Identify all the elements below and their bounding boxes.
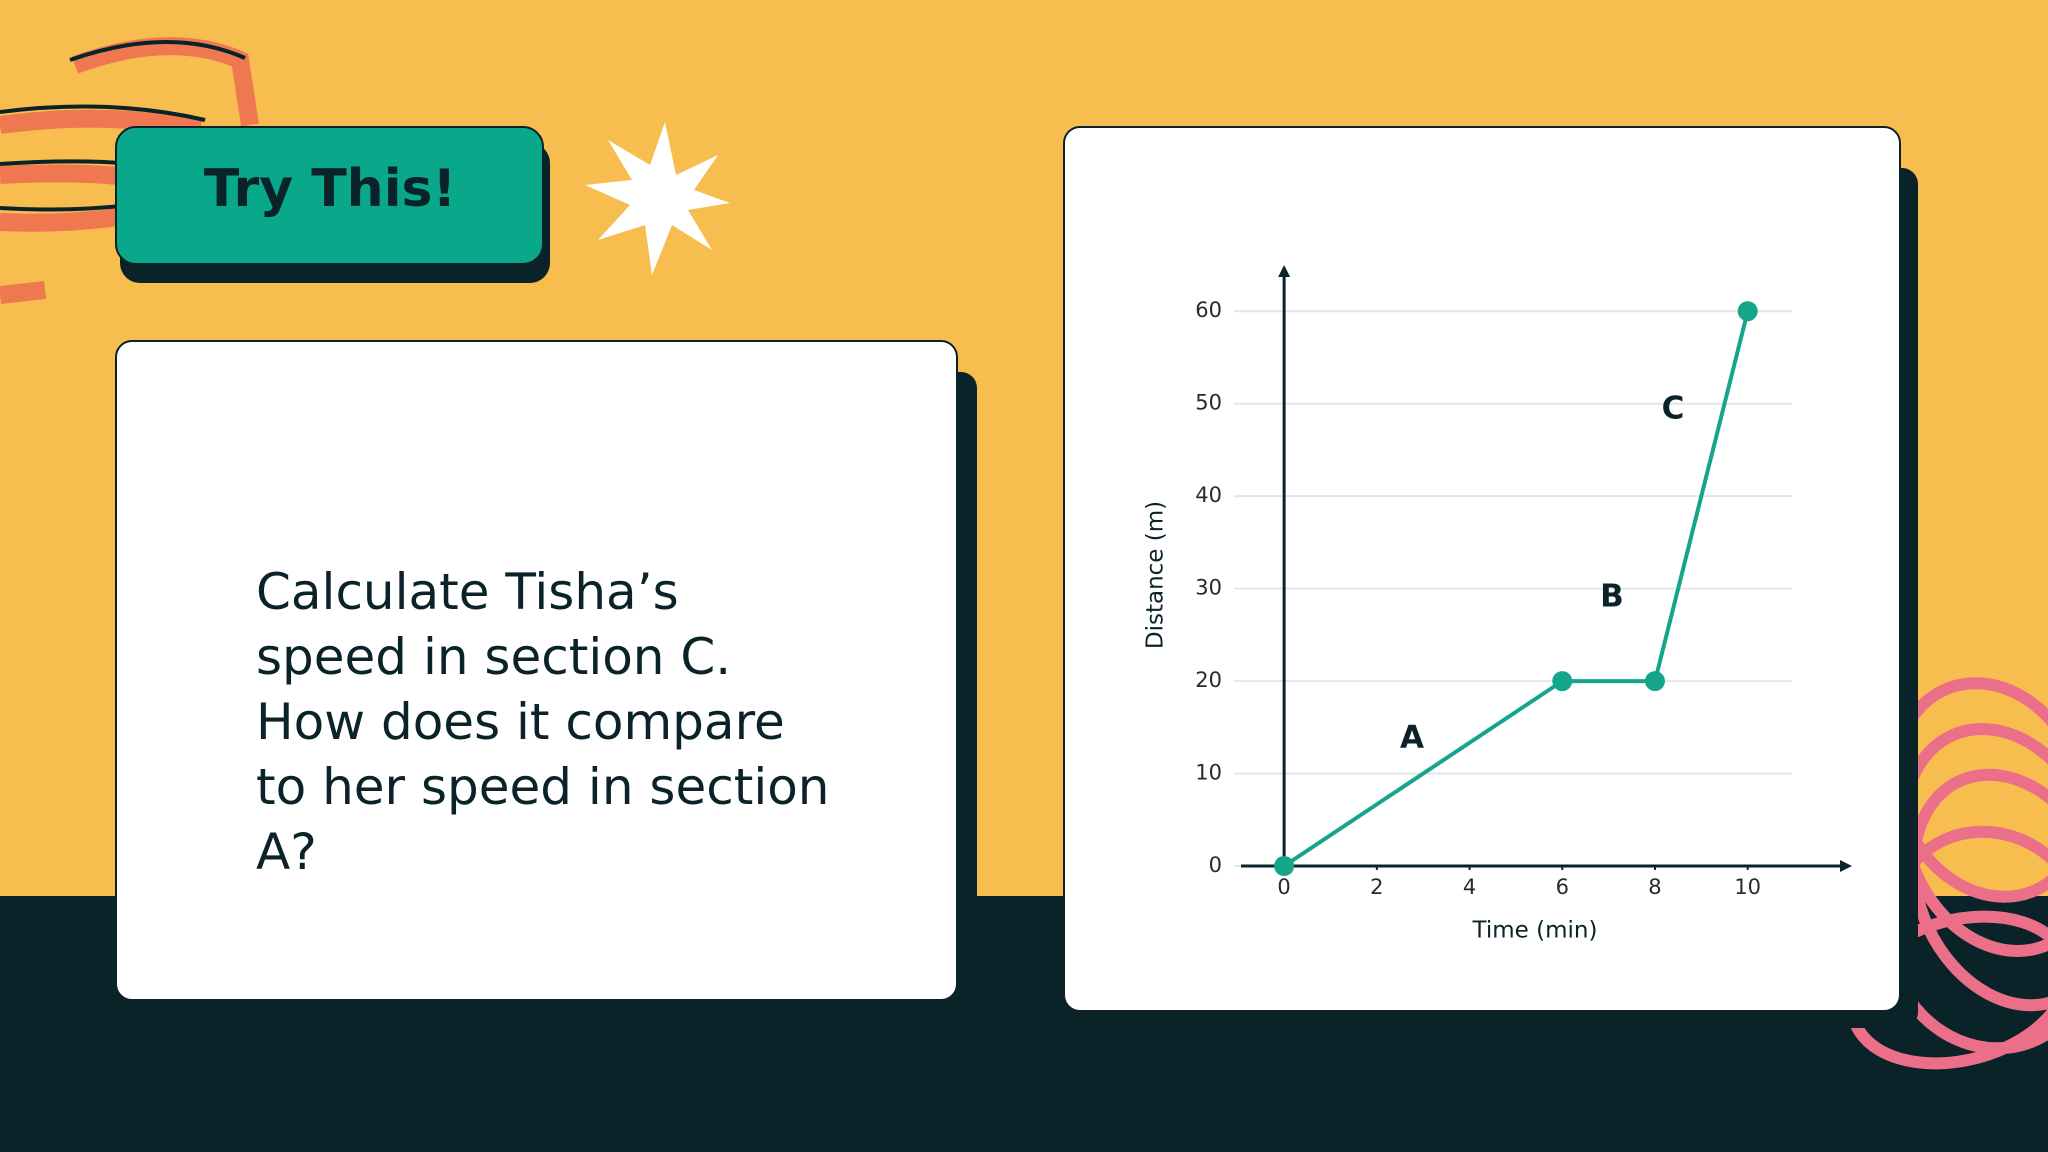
y-tick-label: 10	[1195, 761, 1222, 785]
y-tick-label: 20	[1195, 668, 1222, 692]
question-text: Calculate Tisha’s speed in section C. Ho…	[256, 563, 830, 881]
title: Try This!	[204, 159, 456, 219]
data-point	[1644, 671, 1665, 692]
y-tick-label: 40	[1195, 483, 1222, 507]
section-label: C	[1662, 391, 1685, 427]
y-axis-label: Distance (m)	[1143, 501, 1169, 649]
x-tick-label: 2	[1370, 875, 1383, 899]
section-label: B	[1600, 579, 1624, 615]
chart-card	[1063, 126, 1901, 1012]
question-card	[115, 340, 958, 1001]
x-axis-label: Time (min)	[1472, 918, 1598, 944]
y-tick-label: 60	[1195, 298, 1222, 322]
data-line	[1283, 310, 1750, 868]
x-tick-label: 8	[1648, 875, 1661, 899]
data-point	[1737, 301, 1758, 322]
section-label: A	[1400, 720, 1424, 756]
chart: 0 10 20 30 40 50 60 0 2 4 6 8 10 Time (min) Distance (…	[1143, 265, 1852, 944]
y-tick-label: 0	[1209, 853, 1222, 877]
data-point	[1552, 671, 1573, 692]
decor-star	[585, 122, 730, 275]
x-axis-arrow	[1840, 860, 1852, 872]
title-box	[115, 126, 544, 265]
y-axis-arrow	[1278, 265, 1291, 277]
y-tick-label: 50	[1195, 391, 1222, 415]
x-tick-label: 0	[1277, 875, 1290, 899]
x-tick-label: 4	[1463, 875, 1476, 899]
x-tick-label: 6	[1556, 875, 1569, 899]
data-point	[1274, 856, 1295, 876]
x-tick-label: 10	[1734, 875, 1761, 899]
y-tick-label: 30	[1195, 576, 1222, 600]
